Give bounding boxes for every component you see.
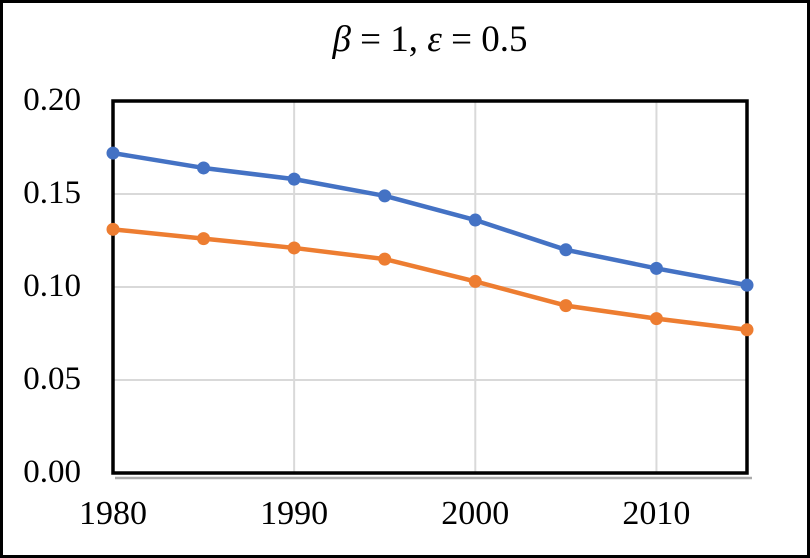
series-blue-marker <box>197 161 211 175</box>
y-tick-label: 0.05 <box>23 360 81 397</box>
series-blue-marker <box>649 261 663 275</box>
chart-title: β = 1, ε = 0.5 <box>53 19 807 61</box>
series-orange-marker <box>378 252 392 266</box>
x-tick-label: 2000 <box>441 495 510 532</box>
x-tick-label: 1990 <box>260 495 329 532</box>
series-orange-marker <box>468 274 482 288</box>
series-orange-line <box>110 227 750 333</box>
series-orange-marker <box>287 241 301 255</box>
y-tick-label: 0.20 <box>23 81 81 118</box>
series-blue-marker <box>468 213 482 227</box>
series-blue-marker <box>740 278 754 292</box>
x-tick-label: 2010 <box>622 495 691 532</box>
x-tick-label: 1980 <box>79 495 147 532</box>
series-blue-line <box>110 150 750 288</box>
series-orange-marker <box>197 232 211 246</box>
plot-svg <box>106 99 754 480</box>
y-tick-label: 0.15 <box>23 174 81 211</box>
series-orange-marker <box>740 323 754 337</box>
series-orange-marker <box>649 312 663 326</box>
epsilon-value-text: = 0.5 <box>441 19 528 60</box>
y-tick-label: 0.00 <box>23 453 81 490</box>
epsilon-symbol: ε <box>427 19 442 60</box>
series-orange-marker <box>106 222 120 236</box>
beta-symbol: β <box>332 19 351 60</box>
series-blue-marker <box>378 189 392 203</box>
series-blue-marker <box>559 243 573 257</box>
series-blue-marker <box>106 146 120 160</box>
beta-value-text: = 1, <box>350 19 428 60</box>
series-orange-marker <box>559 299 573 313</box>
series-blue-marker <box>287 172 301 186</box>
y-tick-label: 0.10 <box>23 267 81 304</box>
